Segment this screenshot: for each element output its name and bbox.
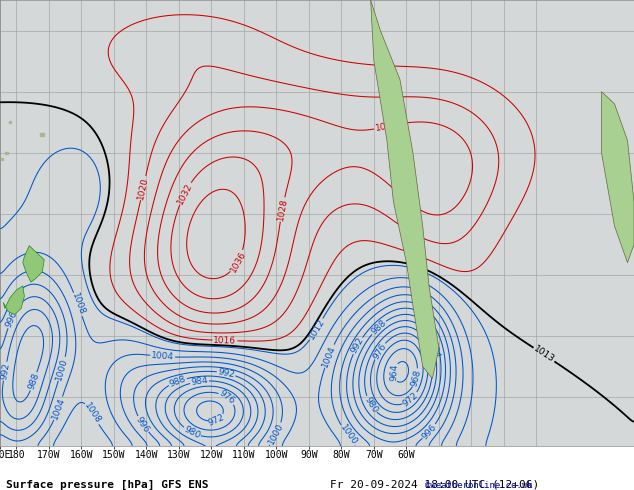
Text: 988: 988	[168, 374, 187, 389]
Text: 964: 964	[389, 364, 399, 381]
Text: 1012: 1012	[306, 317, 327, 341]
Text: 1004: 1004	[50, 396, 67, 420]
Text: Surface pressure [hPa] GFS ENS: Surface pressure [hPa] GFS ENS	[6, 480, 209, 490]
Polygon shape	[9, 122, 11, 123]
Text: 980: 980	[363, 395, 379, 415]
Text: 1004: 1004	[321, 344, 337, 368]
Text: 972: 972	[401, 391, 420, 408]
Polygon shape	[371, 0, 439, 379]
Text: 996: 996	[4, 310, 19, 329]
Polygon shape	[602, 92, 634, 263]
Text: 996: 996	[134, 415, 152, 434]
Text: 1000: 1000	[266, 421, 285, 446]
Text: 1020: 1020	[136, 176, 150, 200]
Text: 984: 984	[190, 376, 209, 387]
Polygon shape	[3, 286, 24, 315]
Polygon shape	[1, 158, 3, 160]
Text: 992: 992	[217, 367, 235, 379]
Text: 1008: 1008	[70, 292, 86, 317]
Text: 988: 988	[369, 318, 388, 337]
Text: 976: 976	[371, 342, 388, 361]
Polygon shape	[23, 245, 44, 282]
Text: 1036: 1036	[228, 249, 247, 274]
Text: Fr 20-09-2024 18:00 UTC (12+06): Fr 20-09-2024 18:00 UTC (12+06)	[330, 480, 539, 490]
Text: 1013: 1013	[532, 344, 556, 365]
Text: 992: 992	[349, 336, 366, 355]
Polygon shape	[5, 152, 8, 154]
Text: 1016: 1016	[213, 336, 236, 345]
Text: 984: 984	[427, 340, 441, 359]
Text: 1000: 1000	[338, 423, 358, 447]
Text: ©weatheronline.co.uk: ©weatheronline.co.uk	[425, 481, 533, 490]
Text: 1028: 1028	[276, 197, 289, 221]
Polygon shape	[41, 133, 44, 136]
Text: 1024: 1024	[374, 120, 398, 133]
Text: 976: 976	[217, 389, 237, 406]
Text: 996: 996	[420, 422, 439, 441]
Text: 988: 988	[27, 372, 41, 391]
Text: 968: 968	[410, 368, 423, 387]
Text: 980: 980	[182, 425, 202, 441]
Text: 1004: 1004	[151, 351, 174, 362]
Text: 1000: 1000	[55, 357, 70, 381]
Text: 1008: 1008	[82, 402, 103, 426]
Text: 972: 972	[206, 413, 226, 428]
Text: 1032: 1032	[176, 181, 194, 206]
Text: 992: 992	[0, 362, 11, 380]
